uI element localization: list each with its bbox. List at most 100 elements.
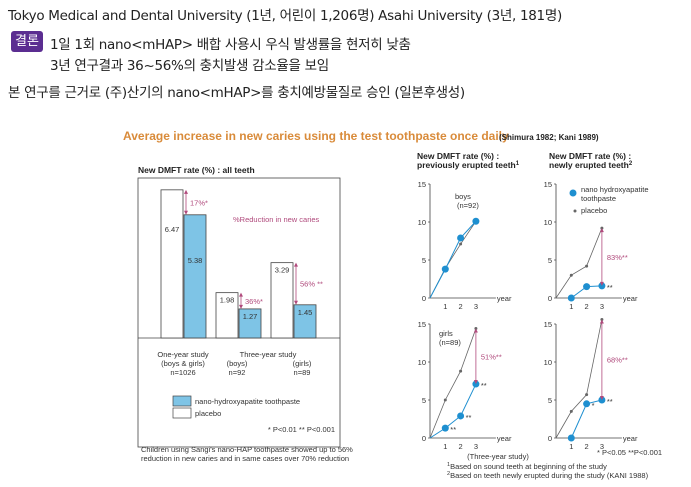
bar-significance: * P<0.01 ** P<0.001 — [268, 425, 335, 434]
group-label: One-year study — [157, 350, 209, 359]
y-tick-label: 5 — [422, 396, 426, 405]
point-hap — [441, 265, 449, 273]
x-tick-label: 2 — [459, 302, 463, 311]
point-hap — [567, 294, 575, 302]
series-line-hap — [429, 220, 477, 299]
x-tick-label: 3 — [600, 442, 604, 451]
y-tick-label: 10 — [418, 218, 426, 227]
x-tick-label: 2 — [585, 302, 589, 311]
bar-caption: Children using Sangi's nano-HAP toothpas… — [141, 445, 353, 454]
bar-hap — [238, 308, 262, 339]
group-label-girls: girls — [439, 329, 453, 338]
point-hap — [583, 400, 591, 408]
bar-chart-title: New DMFT rate (%) : all teeth — [138, 165, 255, 175]
arrowhead — [239, 292, 243, 309]
reduction-label: 68%** — [607, 356, 628, 365]
point-placebo — [443, 398, 447, 402]
x-tick-label: 1 — [569, 302, 573, 311]
y-tick-label: 5 — [548, 396, 552, 405]
x-tick-label: 3 — [600, 302, 604, 311]
legend-label-placebo: placebo — [195, 409, 221, 418]
approval-line: 본 연구를 근거로 (주)산기의 nano<mHAP>를 충치예방물질로 승인 … — [8, 85, 465, 101]
bar-caption: reduction in new caries and in same case… — [141, 454, 349, 463]
y-tick-label: 15 — [544, 180, 552, 189]
group-label-girls-n: (n=89) — [439, 338, 461, 347]
group-label: (girls) — [293, 359, 312, 368]
footnote-2: 2Based on teeth newly erupted during the… — [447, 471, 649, 480]
y-tick-label: 0 — [422, 434, 426, 443]
x-axis-label: year — [623, 294, 638, 303]
conclusion-line-1: 1일 1회 nano<mHAP> 배합 사용시 우식 발생률을 현저히 낮춤 — [50, 37, 411, 53]
point-hap — [472, 217, 480, 225]
x-tick-label: 1 — [443, 442, 447, 451]
group-label: n=92 — [229, 368, 246, 377]
group-label-boys: boys — [455, 192, 471, 201]
line-chart-title-2: New DMFT rate (%) : — [549, 151, 631, 161]
conclusion-line-2: 3년 연구결과 36~56%의 충치발생 감소율을 보임 — [50, 58, 329, 74]
legend-marker-hap — [569, 189, 577, 197]
x-tick-label: 2 — [459, 442, 463, 451]
legend-marker-placebo — [573, 209, 577, 213]
significance-mark: * — [592, 401, 595, 410]
series-line-placebo — [429, 221, 477, 299]
group-label: (boys) — [227, 359, 248, 368]
series-line-hap — [429, 383, 477, 439]
y-tick-label: 10 — [544, 218, 552, 227]
bar-hap — [183, 214, 207, 339]
line-chart-title-1: New DMFT rate (%) : — [417, 151, 499, 161]
x-axis-label: year — [623, 434, 638, 443]
y-tick-label: 10 — [544, 358, 552, 367]
point-hap — [583, 283, 591, 291]
y-tick-label: 15 — [418, 180, 426, 189]
y-tick-label: 15 — [544, 320, 552, 329]
x-tick-label: 3 — [474, 442, 478, 451]
significance-mark: ** — [607, 397, 613, 406]
series-line-placebo — [555, 319, 603, 439]
line-chart-title-2: newly erupted teeth2 — [549, 160, 633, 170]
conclusion-badge: 결론 — [11, 31, 43, 52]
point-placebo — [585, 393, 589, 397]
group-label: (boys & girls) — [161, 359, 205, 368]
x-tick-label: 1 — [569, 442, 573, 451]
y-tick-label: 10 — [418, 358, 426, 367]
reduction-label: 56% ** — [300, 280, 323, 289]
point-placebo — [585, 264, 589, 268]
point-placebo — [569, 409, 573, 413]
series-line-placebo — [555, 227, 603, 299]
figure-title: Average increase in new caries using the… — [123, 129, 509, 143]
point-placebo — [569, 273, 573, 277]
bar-placebo — [215, 292, 239, 339]
reduction-label: 51%** — [481, 352, 502, 361]
legend-label-placebo: placebo — [581, 206, 607, 215]
significance-mark: ** — [481, 381, 487, 390]
header-line-universities: Tokyo Medical and Dental University (1년,… — [8, 8, 562, 24]
significance-mark: ** — [450, 425, 456, 434]
group-label: n=1026 — [170, 368, 195, 377]
reduction-label: 36%* — [245, 297, 263, 306]
bar-value-label: 1.27 — [243, 312, 258, 321]
figure-citation: (Shimura 1982; Kani 1989) — [499, 133, 599, 142]
x-tick-label: 2 — [585, 442, 589, 451]
significance-mark: ** — [466, 413, 472, 422]
point-hap — [441, 424, 449, 432]
group-label: Three-year study — [240, 350, 297, 359]
line-significance: * P<0.05 **P<0.001 — [597, 448, 662, 457]
reduction-annotation: %Reduction in new caries — [233, 215, 320, 224]
legend-label-hap: nano-hydroxyapatite toothpaste — [195, 397, 300, 406]
y-tick-label: 0 — [548, 294, 552, 303]
point-hap — [457, 234, 465, 242]
bar-value-label: 1.45 — [298, 308, 313, 317]
bar-hap — [293, 304, 317, 339]
y-tick-label: 15 — [418, 320, 426, 329]
footnote-1: 1Based on sound teeth at beginning of th… — [447, 462, 607, 471]
x-axis-label: year — [497, 434, 512, 443]
legend-swatch-hap — [172, 395, 192, 407]
bar-value-label: 1.98 — [220, 296, 235, 305]
y-tick-label: 0 — [548, 434, 552, 443]
y-tick-label: 5 — [548, 256, 552, 265]
study-label: (Three-year study) — [467, 452, 529, 461]
legend-swatch-placebo — [172, 407, 192, 419]
series-line-placebo — [429, 328, 477, 439]
line-chart-title-1: previously erupted teeth1 — [417, 160, 520, 170]
bar-placebo — [160, 189, 184, 339]
